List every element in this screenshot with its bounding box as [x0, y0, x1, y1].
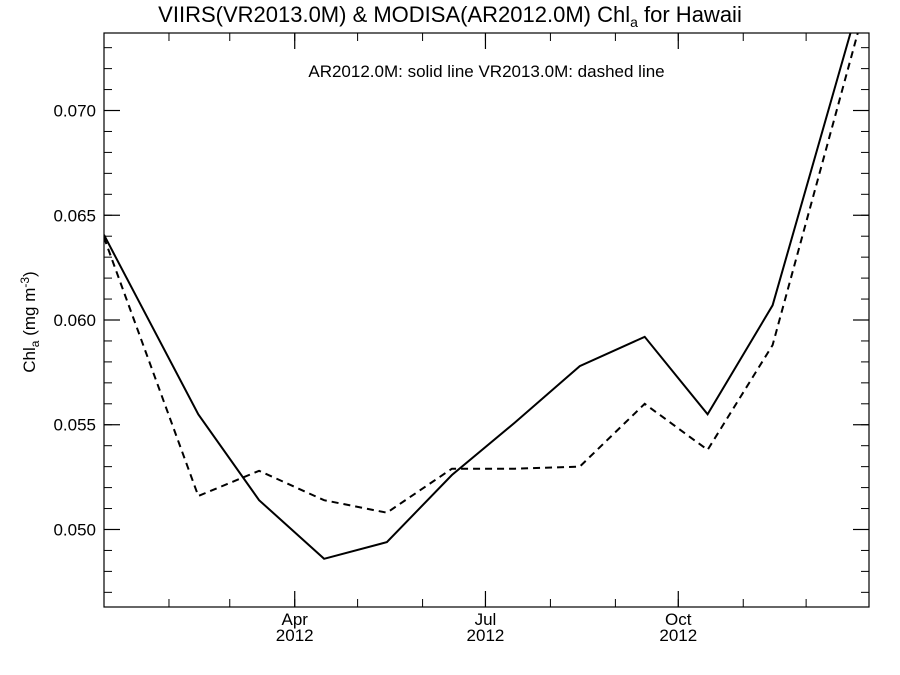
- y-tick-label: 0.050: [53, 520, 96, 539]
- legend-note: AR2012.0M: solid line VR2013.0M: dashed …: [308, 62, 665, 81]
- x-tick-label-year: 2012: [659, 626, 697, 645]
- x-tick-label-month: Apr: [281, 610, 308, 629]
- y-tick-label: 0.070: [53, 102, 96, 121]
- plot-frame: [103, 32, 870, 608]
- series-lines: [104, 33, 859, 560]
- x-tick-label-month: Oct: [665, 610, 692, 629]
- chart-title: VIIRS(VR2013.0M) & MODISA(AR2012.0M) Chl…: [158, 2, 742, 30]
- y-tick-label: 0.060: [53, 311, 96, 330]
- axes: 0.0500.0550.0600.0650.070Apr2012Jul2012O…: [53, 32, 870, 645]
- y-tick-label: 0.065: [53, 206, 96, 225]
- series-line-ar2012-0m: [104, 33, 852, 560]
- y-tick-label: 0.055: [53, 416, 96, 435]
- series-line-vr2013-0m: [104, 33, 859, 514]
- x-tick-label-year: 2012: [467, 626, 505, 645]
- y-axis-label: Chla (mg m-3): [18, 271, 42, 373]
- x-tick-label-month: Jul: [475, 610, 497, 629]
- x-tick-label-year: 2012: [276, 626, 314, 645]
